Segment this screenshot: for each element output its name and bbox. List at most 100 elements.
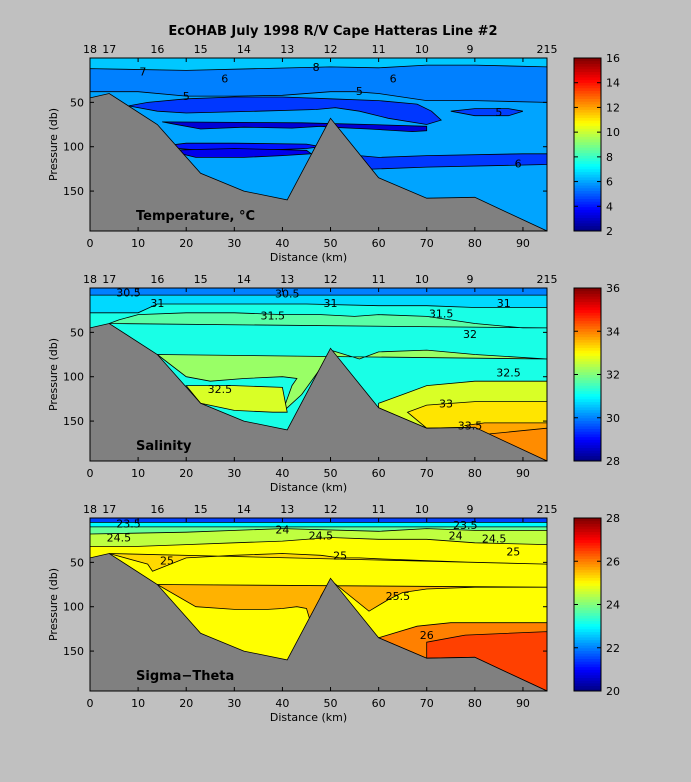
colorbar-swatch (574, 590, 601, 595)
colorbar-swatch (574, 634, 601, 638)
contour-label: 31 (324, 297, 338, 310)
colorbar-swatch (574, 531, 601, 535)
station-label: 13 (280, 43, 294, 56)
colorbar-swatch (574, 412, 601, 416)
colorbar-tick-label: 24 (606, 599, 620, 612)
x-tick-label: 10 (131, 697, 145, 710)
contour-label: 6 (515, 158, 522, 171)
x-tick-label: 90 (516, 697, 530, 710)
axes-frame (89, 57, 548, 232)
contour-label: 6 (390, 72, 397, 85)
colorbar-swatch (574, 203, 601, 208)
colorbar-swatch (574, 315, 601, 319)
station-label: 9 (467, 273, 474, 286)
colorbar-swatch (574, 528, 601, 533)
colorbar-swatch (574, 301, 601, 305)
colorbar-swatch (574, 360, 601, 365)
colorbar-swatch (574, 442, 601, 446)
colorbar-swatch (574, 339, 601, 343)
colorbar-swatch (574, 672, 601, 676)
colorbar-swatch (574, 190, 601, 194)
station-label: 9 (467, 43, 474, 56)
figure-title: EcOHAB July 1998 R/V Cape Hatteras Line … (168, 24, 497, 39)
colorbar-swatch (574, 114, 601, 118)
colorbar-swatch (574, 112, 601, 116)
colorbar-swatch (574, 601, 601, 605)
bathymetry (90, 553, 547, 691)
contour-label: 24 (449, 530, 463, 543)
y-tick-label: 50 (70, 326, 84, 339)
colorbar-swatch (574, 312, 601, 316)
contour-label: 5 (495, 106, 502, 119)
contour-label: 5 (183, 90, 190, 103)
station-label: 17 (102, 503, 116, 516)
colorbar-swatch (574, 369, 601, 373)
colorbar-swatch (574, 352, 601, 357)
colorbar-swatch (574, 342, 601, 346)
station-label: 13 (280, 273, 294, 286)
contour-band (109, 553, 547, 572)
contour-band (109, 312, 547, 329)
colorbar-swatch (574, 393, 601, 397)
colorbar-swatch (574, 149, 601, 154)
colorbar-swatch (574, 458, 601, 462)
colorbar-swatch (574, 350, 601, 354)
colorbar-swatch (574, 74, 601, 78)
colorbar-swatch (574, 93, 601, 97)
colorbar-tick-label: 28 (606, 512, 620, 525)
colorbar-swatch (574, 95, 601, 100)
colorbar-swatch (574, 290, 601, 294)
colorbar-swatch (574, 593, 601, 597)
station-label: 215 (537, 503, 558, 516)
x-axis-label: Distance (km) (270, 251, 347, 264)
contour-label: 33 (439, 397, 453, 410)
contour-label: 32.5 (496, 366, 521, 379)
colorbar-swatch (574, 628, 601, 633)
station-label: 14 (237, 43, 251, 56)
colorbar-swatch (574, 647, 601, 651)
contour-label: 5 (356, 85, 363, 98)
contour-label: 26 (420, 629, 434, 642)
colorbar-swatch (574, 98, 601, 102)
colorbar-swatch (574, 545, 601, 549)
station-label: 16 (150, 43, 164, 56)
colorbar-swatch (574, 309, 601, 313)
y-tick-label: 100 (63, 601, 84, 614)
colorbar-swatch (574, 409, 601, 413)
colorbar-swatch (574, 182, 601, 186)
colorbar-swatch (574, 158, 601, 162)
x-tick-label: 40 (275, 237, 289, 250)
colorbar-swatch (574, 523, 601, 527)
colorbar-swatch (574, 106, 601, 110)
x-tick-label: 50 (324, 237, 338, 250)
contour-label: 25 (333, 549, 347, 562)
colorbar-swatch (574, 607, 601, 611)
colorbar-swatch (574, 358, 601, 362)
contour-label: 25 (160, 555, 174, 568)
contour-band (162, 121, 428, 133)
colorbar-swatch (574, 674, 601, 678)
contour-band (156, 349, 547, 413)
station-label: 16 (150, 273, 164, 286)
colorbar-swatch (574, 133, 601, 137)
colorbar-swatch (574, 288, 601, 292)
colorbar-frame (573, 57, 602, 232)
colorbar-swatch (574, 558, 601, 562)
colorbar-swatch (574, 555, 601, 560)
colorbar-swatch (574, 193, 601, 197)
colorbar-swatch (574, 195, 601, 200)
colorbar-swatch (574, 103, 601, 108)
contour-label: 23.5 (453, 519, 478, 532)
axes-frame (89, 517, 548, 692)
colorbar-swatch (574, 588, 601, 592)
colorbar-swatch (574, 355, 601, 359)
colorbar-swatch (574, 572, 601, 576)
colorbar-swatch (574, 185, 601, 189)
colorbar-swatch (574, 425, 601, 430)
station-label: 12 (324, 503, 338, 516)
axes-frame (89, 287, 548, 462)
colorbar-swatch (574, 206, 601, 210)
colorbar-swatch (574, 344, 601, 348)
colorbar-swatch (574, 428, 601, 432)
station-label: 17 (102, 43, 116, 56)
